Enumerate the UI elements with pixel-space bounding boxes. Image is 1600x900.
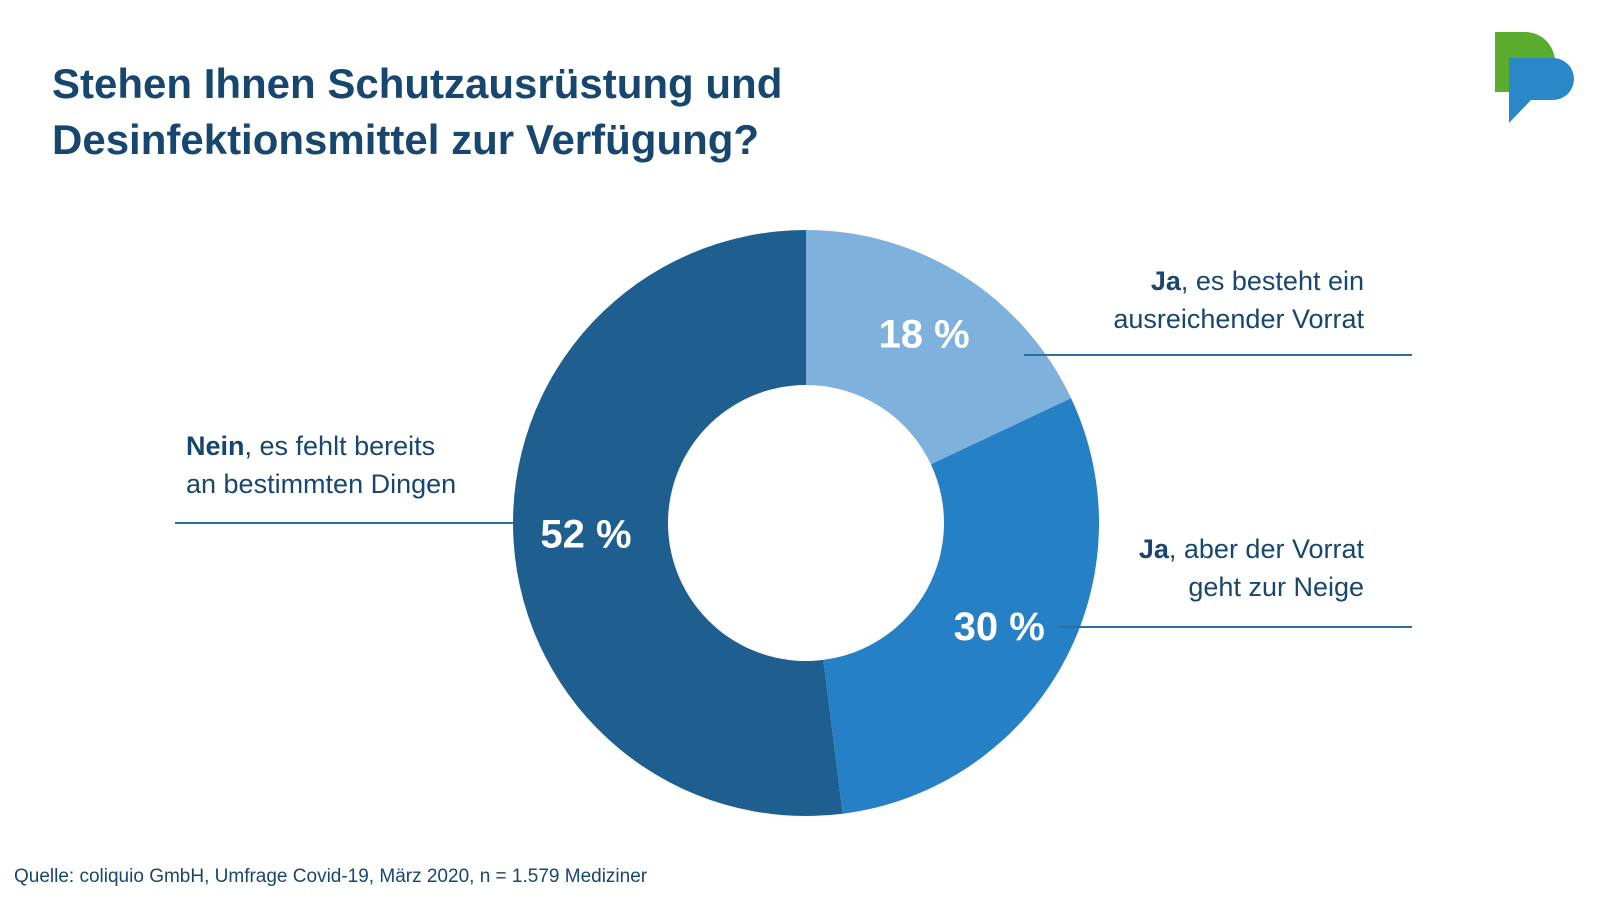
data-label-ja-ausreichend: 18 % — [879, 312, 970, 356]
legend-b-bold: Ja — [1138, 534, 1169, 564]
donut-slice-nein — [513, 230, 843, 816]
donut-slices — [513, 230, 1100, 816]
data-label-nein: 52 % — [540, 512, 631, 556]
chart-title-line-2: Desinfektionsmittel zur Verfügung? — [52, 116, 760, 163]
legend-c-bold: Nein — [186, 431, 245, 461]
legend-a-bold: Ja — [1150, 266, 1181, 296]
speech-bubbles-logo-icon — [1495, 32, 1574, 123]
legend-b-rest: , aber der Vorrat — [1168, 534, 1364, 564]
donut-slice-ja-neige — [823, 398, 1100, 814]
donut-slice-ja-ausreichend — [806, 230, 1072, 465]
legend-item-ja-ausreichend: Ja, es besteht ein ausreichender Vorrat — [1113, 262, 1364, 338]
legend-leader-lines — [175, 354, 1412, 628]
legend-b-line2: geht zur Neige — [1188, 572, 1364, 602]
legend-item-nein: Nein, es fehlt bereits an bestimmten Din… — [186, 427, 456, 503]
legend-c-rest: , es fehlt bereits — [244, 431, 436, 461]
chart-title-line-1: Stehen Ihnen Schutzausrüstung und — [52, 60, 783, 107]
donut-data-labels: 18 % 30 % 52 % — [540, 312, 1044, 648]
chart-title: Stehen Ihnen Schutzausrüstung und Desinf… — [52, 56, 782, 168]
data-label-ja-neige: 30 % — [954, 605, 1045, 649]
legend-a-line2: ausreichender Vorrat — [1113, 304, 1364, 334]
logo-blue-bubble — [1509, 58, 1574, 123]
legend-item-ja-neige: Ja, aber der Vorrat geht zur Neige — [1139, 530, 1364, 606]
legend-a-rest: , es besteht ein — [1180, 266, 1364, 296]
legend-c-line2: an bestimmten Dingen — [186, 469, 457, 499]
source-note: Quelle: coliquio GmbH, Umfrage Covid-19,… — [14, 866, 648, 887]
